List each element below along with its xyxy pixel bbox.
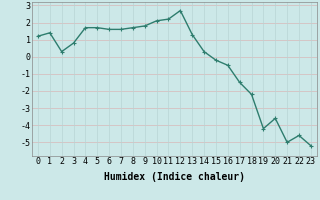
X-axis label: Humidex (Indice chaleur): Humidex (Indice chaleur) <box>104 172 245 182</box>
